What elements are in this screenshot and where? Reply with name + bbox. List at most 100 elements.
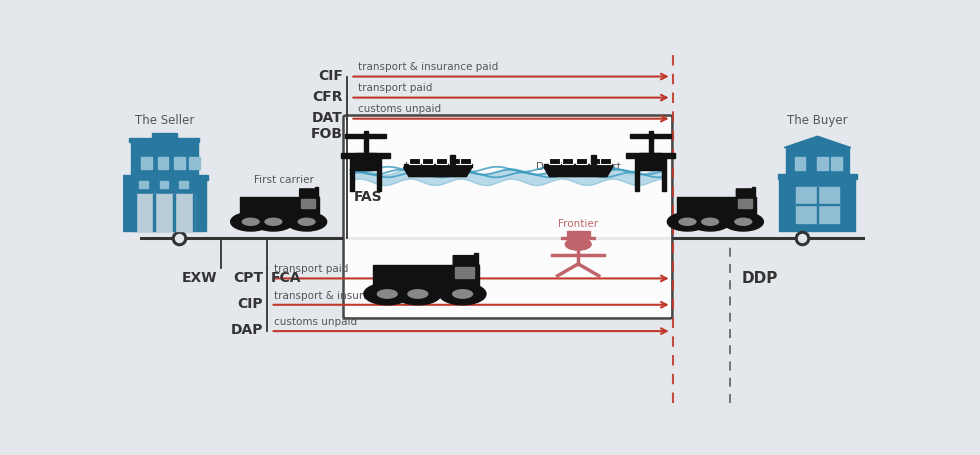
Point (572, 262, 584, 267)
Bar (141, 157, 152, 169)
Text: Destination port: Destination port (536, 162, 620, 172)
Bar (409, 159, 419, 165)
Bar (316, 187, 318, 198)
Bar (796, 188, 839, 224)
Bar (640, 154, 662, 158)
Text: transport & insurance paid: transport & insurance paid (274, 290, 415, 300)
Point (552, 273, 563, 279)
Bar (796, 204, 839, 206)
Point (572, 262, 584, 267)
Bar (301, 199, 315, 208)
Bar (179, 182, 187, 188)
Text: customs unpaid: customs unpaid (358, 104, 441, 114)
Bar (576, 159, 587, 165)
Bar (738, 199, 752, 208)
Text: DDP: DDP (742, 270, 778, 285)
Text: CPT: CPT (233, 270, 263, 284)
Bar (453, 266, 479, 291)
Bar (600, 159, 611, 165)
Bar (377, 158, 381, 191)
Bar (121, 175, 208, 181)
Bar (649, 131, 653, 154)
Bar (460, 159, 470, 165)
Bar (816, 188, 818, 224)
Bar (625, 154, 675, 158)
Bar (455, 268, 473, 278)
Bar (436, 159, 447, 165)
Circle shape (265, 218, 282, 227)
Bar (139, 182, 148, 188)
Polygon shape (404, 168, 471, 177)
Bar (189, 157, 200, 169)
Bar (637, 158, 664, 170)
Bar (160, 182, 169, 188)
Circle shape (690, 213, 730, 232)
Text: transport paid: transport paid (358, 83, 432, 93)
Bar (122, 181, 206, 232)
Bar (786, 148, 850, 175)
Bar (629, 135, 671, 139)
Polygon shape (784, 137, 851, 148)
Bar (677, 198, 736, 220)
Text: Frontier: Frontier (559, 218, 598, 228)
Bar (590, 159, 601, 165)
Text: FCA: FCA (270, 270, 301, 284)
Line: 2 pts: 2 pts (578, 264, 599, 276)
Bar (795, 158, 806, 171)
Text: transport & insurance paid: transport & insurance paid (358, 62, 498, 72)
Circle shape (395, 283, 441, 305)
Text: DAT: DAT (312, 111, 343, 125)
Text: transport paid: transport paid (274, 263, 349, 273)
Text: First carrier: First carrier (255, 174, 315, 184)
Point (572, 248, 584, 253)
Circle shape (701, 218, 719, 227)
Bar (131, 143, 198, 175)
Circle shape (298, 218, 316, 227)
Text: DAP: DAP (230, 323, 263, 337)
Bar (173, 194, 175, 232)
Circle shape (734, 218, 753, 227)
Circle shape (452, 289, 473, 299)
Bar (474, 253, 478, 266)
Line: 2 pts: 2 pts (558, 264, 578, 276)
FancyBboxPatch shape (344, 116, 672, 319)
Circle shape (667, 213, 708, 232)
Bar (135, 194, 193, 232)
Bar (544, 165, 612, 168)
Bar (404, 165, 471, 168)
Bar (450, 156, 456, 165)
Bar (355, 154, 376, 158)
Text: CIF: CIF (318, 69, 343, 83)
Bar (449, 159, 461, 165)
Bar (591, 156, 596, 165)
Polygon shape (453, 256, 479, 266)
Bar (341, 154, 390, 158)
Polygon shape (300, 189, 318, 198)
Bar (662, 158, 666, 191)
Point (572, 262, 584, 267)
Bar (352, 158, 379, 170)
Bar (174, 157, 185, 169)
Circle shape (376, 289, 398, 299)
Circle shape (565, 239, 591, 251)
Circle shape (723, 213, 763, 232)
Bar (778, 175, 857, 180)
Bar (779, 180, 856, 232)
Bar (817, 158, 828, 171)
Point (547, 253, 559, 258)
Text: The Buyer: The Buyer (787, 113, 848, 126)
Circle shape (408, 289, 428, 299)
Bar (158, 157, 169, 169)
Bar (154, 194, 155, 232)
Bar (350, 158, 354, 191)
Bar (373, 266, 453, 291)
Text: Loading port: Loading port (405, 162, 470, 172)
Text: EXW: EXW (182, 270, 218, 284)
Text: The Seller: The Seller (134, 113, 194, 126)
Bar (635, 158, 639, 191)
Text: FOB: FOB (311, 126, 343, 141)
Bar (422, 159, 433, 165)
Bar (364, 131, 368, 154)
Circle shape (678, 218, 697, 227)
Bar (566, 232, 590, 238)
